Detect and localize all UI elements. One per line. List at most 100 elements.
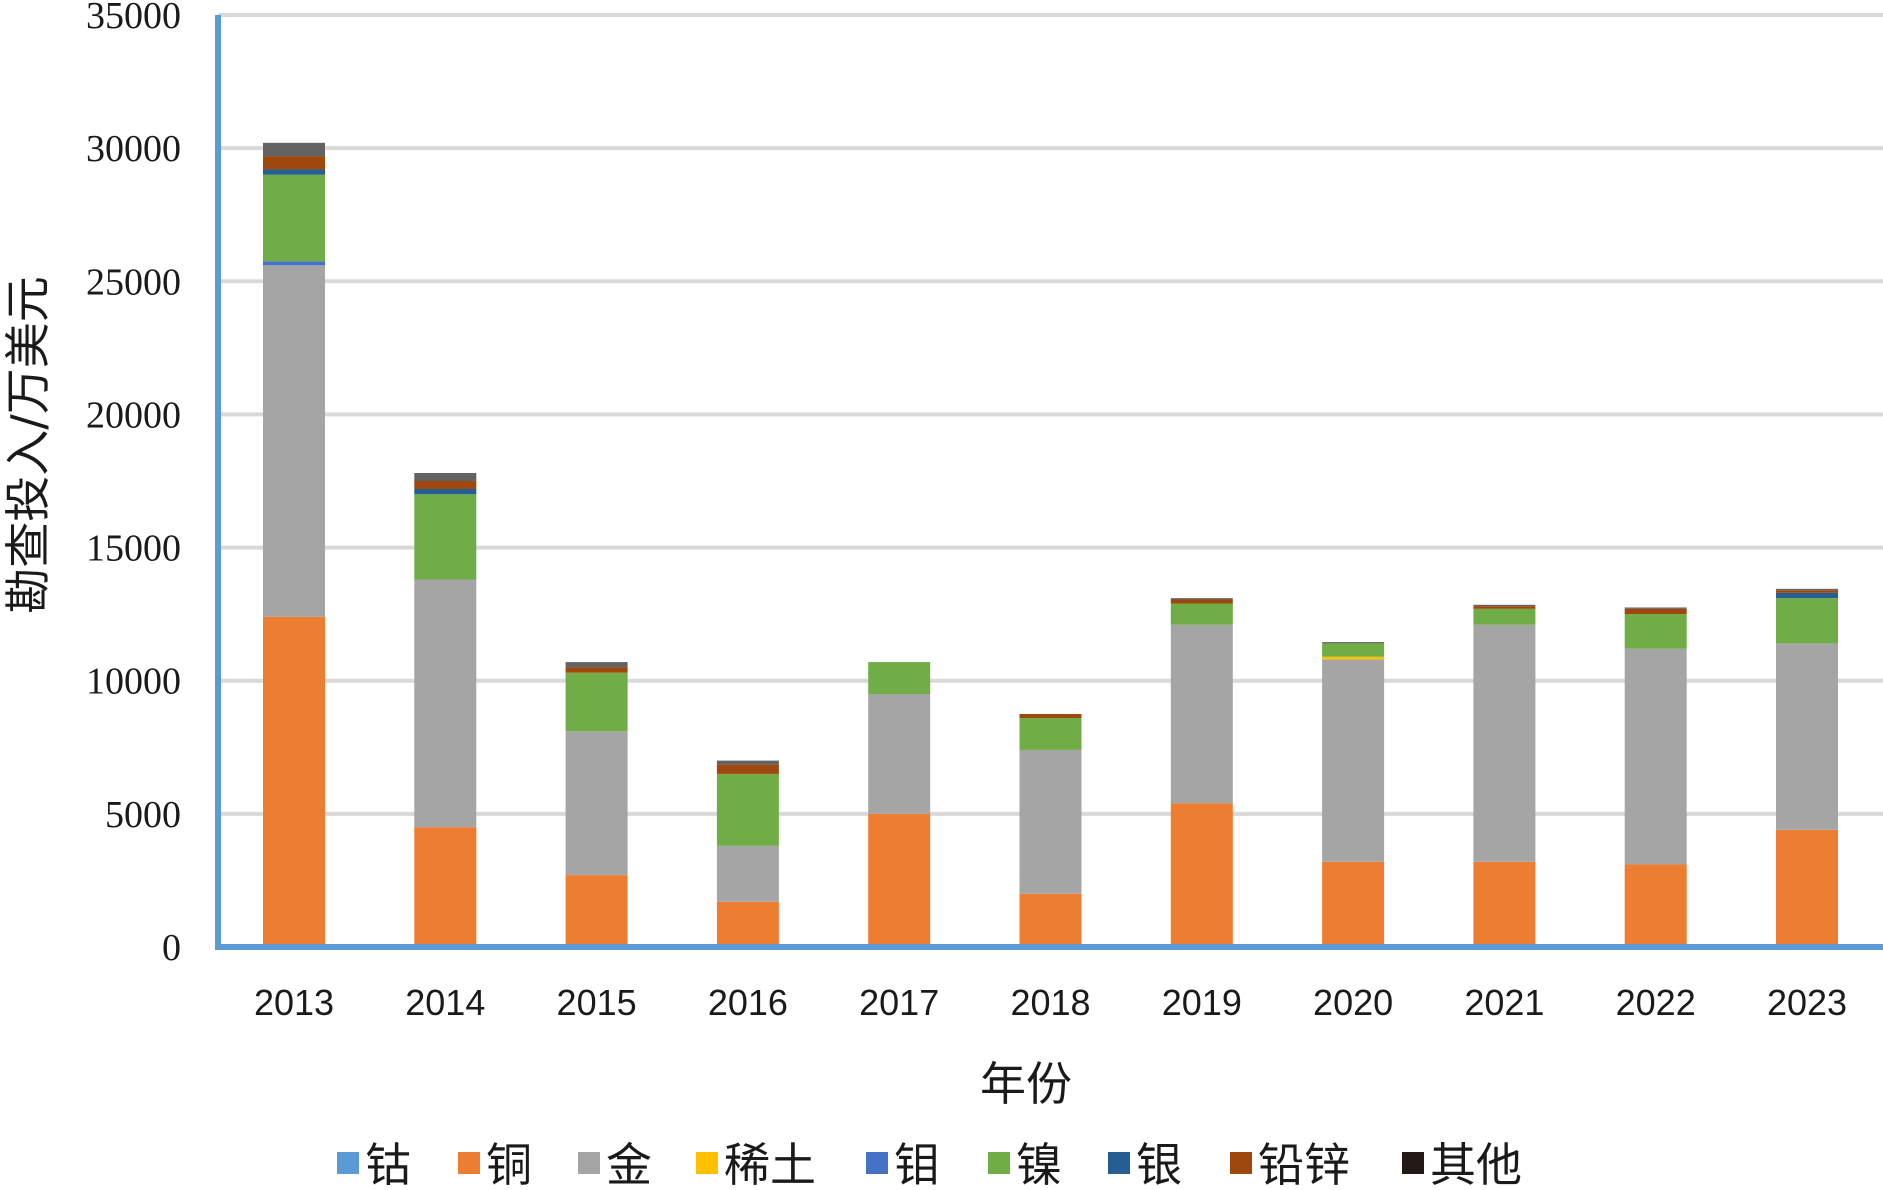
bar-segment (1170, 603, 1233, 625)
bar-segment (1019, 749, 1082, 894)
bar-segment (1776, 598, 1838, 644)
bar-segment (1624, 648, 1687, 865)
legend-item: 镍 (988, 1138, 1062, 1190)
bar-segment (1473, 606, 1536, 609)
bar-segment (1776, 588, 1838, 591)
legend-label: 钴 (365, 1138, 411, 1190)
bar-segment (1473, 608, 1536, 625)
x-tick-label: 2022 (1616, 982, 1696, 1023)
bar-segment (263, 169, 325, 175)
y-tick-label: 15000 (86, 528, 181, 570)
y-tick-label: 10000 (86, 661, 181, 703)
bar-segment (1322, 643, 1385, 657)
x-tick-labels: 2013 2014 2015 2016 2017 2018 2019 2020 2021 2022… (254, 982, 1847, 1023)
bar-segment (1170, 624, 1233, 804)
y-tick-label: 20000 (86, 394, 181, 436)
bar-segment (1624, 607, 1687, 609)
bar-segment (716, 764, 779, 774)
bar-segment (414, 494, 477, 580)
legend-label: 银 (1136, 1138, 1182, 1190)
x-tick-label: 2013 (254, 982, 334, 1023)
x-axis-title: 年份 (980, 1057, 1072, 1111)
bar-segment (1473, 861, 1536, 947)
legend-marker (578, 1152, 600, 1174)
bar-segment (1473, 624, 1536, 862)
legend-marker (988, 1152, 1010, 1174)
bar-segment (565, 672, 628, 732)
bar-segment (1776, 829, 1838, 947)
bar-segment (1322, 861, 1385, 947)
bar-segment (1624, 614, 1687, 649)
legend-label: 稀土 (724, 1138, 816, 1190)
y-tick-label: 35000 (86, 0, 181, 37)
bar-segment (414, 473, 477, 481)
bar-segment (1170, 803, 1233, 947)
y-tick-label: 30000 (86, 128, 181, 170)
bar-segment (414, 481, 477, 489)
bar-segment (414, 827, 477, 947)
bar-segment (868, 694, 931, 814)
bar-segment (1322, 642, 1385, 644)
legend-marker (458, 1152, 480, 1174)
bar-segment (1019, 893, 1082, 947)
bar-segment (565, 662, 628, 668)
legend-item: 稀土 (696, 1138, 816, 1190)
x-tick-label: 2015 (557, 982, 637, 1023)
bar-segment (1170, 598, 1233, 600)
bar-segment (414, 579, 477, 828)
bar-segment (1473, 604, 1536, 607)
legend-label: 钼 (894, 1138, 940, 1190)
bar-segment (1776, 590, 1838, 593)
y-tick-labels: 0 5000 10000 15000 20000 25000 30000 35000 (86, 0, 181, 969)
bar-segment (868, 662, 931, 695)
bar-segment (263, 142, 325, 157)
legend-marker (337, 1152, 359, 1174)
y-tick-label: 5000 (105, 794, 181, 836)
bar-segment (414, 488, 477, 495)
x-tick-label: 2019 (1162, 982, 1242, 1023)
bar-segment (1322, 659, 1385, 862)
bar-segment (868, 813, 931, 947)
legend-item: 金 (578, 1138, 652, 1190)
bar-segment (565, 667, 628, 673)
legend-marker (1402, 1152, 1424, 1174)
legend-item: 钴 (337, 1138, 411, 1190)
legend-marker (866, 1152, 888, 1174)
bar-stacks (263, 142, 1838, 947)
legend: 钴 铜 金 稀土 钼 镍 银 铅锌 其他 (337, 1138, 1522, 1190)
legend-label: 其他 (1430, 1138, 1522, 1190)
bar-segment (1322, 656, 1385, 660)
bar-segment (565, 731, 628, 876)
bar-segment (263, 616, 325, 947)
bar-segment (1019, 714, 1082, 718)
x-tick-label: 2014 (405, 982, 485, 1023)
bar-segment (1776, 592, 1838, 599)
bar-segment (263, 261, 325, 266)
legend-marker (1230, 1152, 1252, 1174)
bar-segment (263, 265, 325, 617)
bar-segment (1624, 864, 1687, 947)
legend-item: 银 (1108, 1138, 1182, 1190)
legend-marker (1108, 1152, 1130, 1174)
bar-segment (263, 174, 325, 262)
bar-segment (716, 773, 779, 846)
x-tick-label: 2016 (708, 982, 788, 1023)
gridlines (218, 13, 1883, 816)
y-tick-label: 25000 (86, 261, 181, 303)
legend-label: 铅锌 (1258, 1138, 1350, 1190)
legend-item: 其他 (1402, 1138, 1522, 1190)
bar-segment (716, 845, 779, 902)
x-tick-label: 2023 (1767, 982, 1847, 1023)
bar-segment (263, 156, 325, 170)
legend-item: 铅锌 (1230, 1138, 1350, 1190)
legend-label: 铜 (486, 1138, 532, 1190)
legend-item: 钼 (866, 1138, 940, 1190)
legend-marker (696, 1152, 718, 1174)
y-tick-label: 0 (162, 927, 181, 969)
bar-segment (1624, 608, 1687, 615)
legend-label: 镍 (1016, 1138, 1062, 1190)
x-tick-label: 2021 (1464, 982, 1544, 1023)
x-tick-label: 2017 (859, 982, 939, 1023)
axes (215, 15, 1883, 950)
